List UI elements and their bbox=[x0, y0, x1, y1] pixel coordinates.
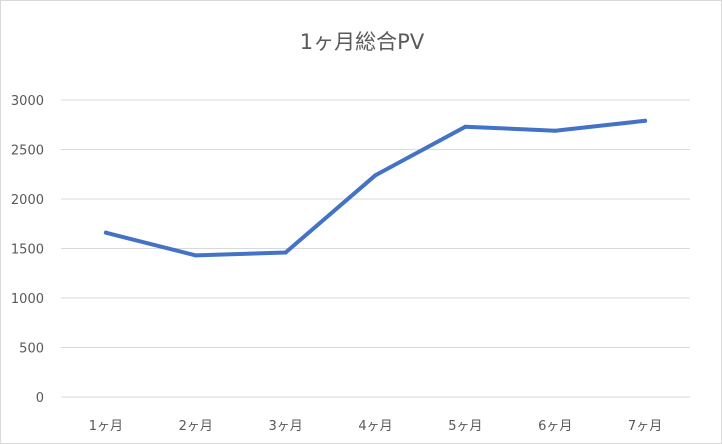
chart-title: 1ヶ月総合PV bbox=[300, 30, 425, 54]
data-point bbox=[553, 128, 558, 133]
data-point bbox=[283, 250, 288, 255]
y-tick-label: 2500 bbox=[11, 144, 44, 159]
x-tick-label: 3ヶ月 bbox=[269, 419, 303, 434]
x-tick-label: 7ヶ月 bbox=[628, 419, 662, 434]
x-tick-label: 6ヶ月 bbox=[538, 419, 572, 434]
data-point bbox=[193, 253, 198, 258]
y-tick-label: 500 bbox=[19, 342, 44, 357]
x-tick-label: 1ヶ月 bbox=[89, 419, 123, 434]
series-line-1 bbox=[103, 118, 648, 258]
x-tick-label: 2ヶ月 bbox=[179, 419, 213, 434]
x-tick-label: 4ヶ月 bbox=[358, 419, 392, 434]
data-point bbox=[103, 230, 108, 235]
y-axis-tick-labels: 0 500 1000 1500 2000 2500 3000 bbox=[11, 94, 44, 406]
data-point bbox=[643, 118, 648, 123]
y-tick-label: 1500 bbox=[11, 243, 44, 258]
data-point bbox=[373, 173, 378, 178]
y-tick-label: 1000 bbox=[11, 292, 44, 307]
y-tick-label: 2000 bbox=[11, 193, 44, 208]
y-tick-label: 0 bbox=[36, 391, 44, 406]
y-tick-label: 3000 bbox=[11, 94, 44, 109]
x-tick-label: 5ヶ月 bbox=[448, 419, 482, 434]
gridlines bbox=[61, 99, 690, 398]
data-point bbox=[463, 124, 468, 129]
series-layer bbox=[103, 118, 648, 258]
x-axis-tick-labels: 1ヶ月 2ヶ月 3ヶ月 4ヶ月 5ヶ月 6ヶ月 7ヶ月 bbox=[89, 419, 662, 434]
